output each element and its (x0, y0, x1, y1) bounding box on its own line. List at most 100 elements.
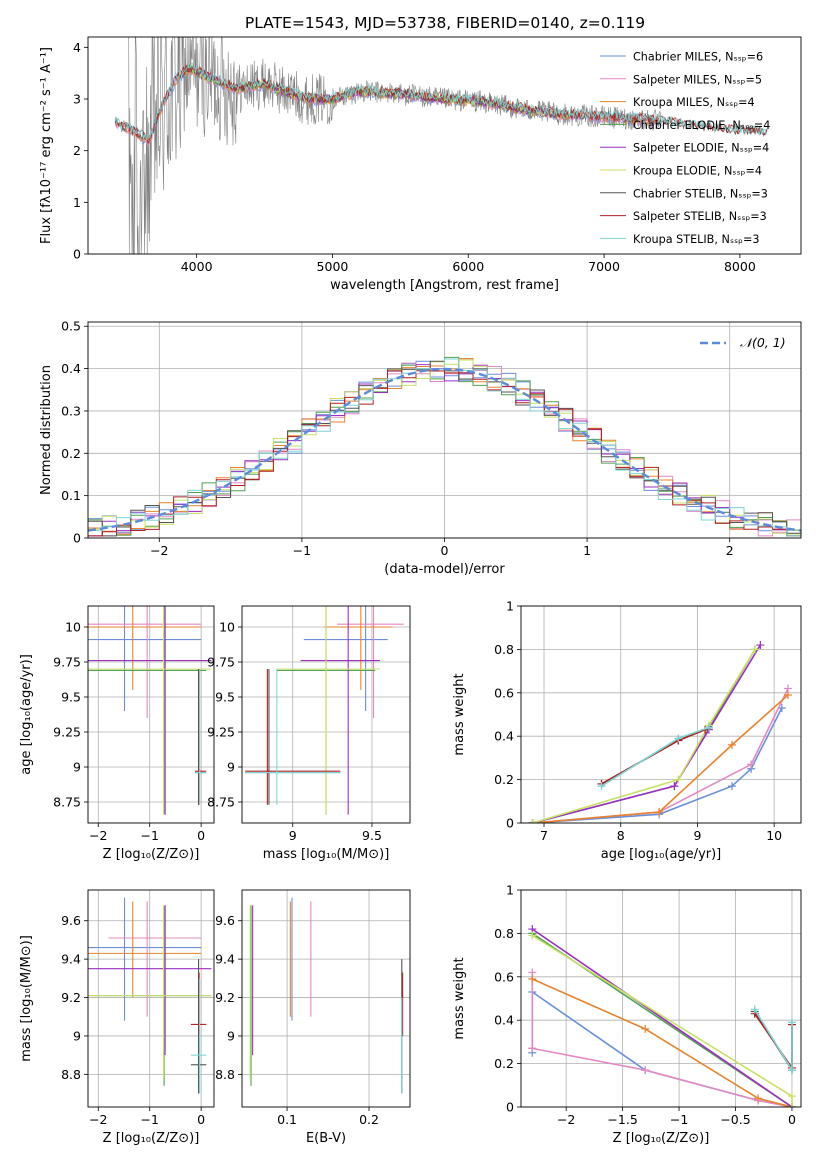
x-tick-label: 0.2 (359, 1112, 379, 1127)
weight-point (674, 734, 683, 743)
x-axis-label: wavelength [Angstrom, rest frame] (330, 278, 559, 293)
axes-frame (520, 605, 802, 824)
weight-line (531, 978, 793, 1107)
model-spectrum-line (114, 65, 768, 140)
weight-point (704, 723, 713, 732)
legend-label: Salpeter STELIB, Nₛₛₚ=3 (633, 210, 767, 223)
weight-point (787, 1103, 796, 1107)
x-tick-label: 0 (788, 1112, 796, 1127)
y-tick-label: 0.2 (61, 446, 81, 461)
legend-label: Salpeter MILES, Nₛₛₚ=5 (633, 73, 762, 86)
x-tick-label: 7000 (588, 259, 620, 274)
model-spectrum-line (114, 61, 768, 141)
weight-line (532, 648, 756, 823)
weight-point (783, 690, 792, 699)
x-tick-label: −1 (293, 543, 311, 558)
x-axis-label: Z [log₁₀(Z/Z⊙)] (103, 1131, 200, 1146)
axes-frame (241, 889, 411, 1108)
figure-title: PLATE=1543, MJD=53738, FIBERID=0140, z=0… (245, 14, 645, 32)
panel-age-vs-mass: 9 9.5 8.75 9 9.25 9.5 9.75 10 mass [log₁₀(M/M⊙)] (207, 605, 411, 862)
weight-point (727, 740, 736, 749)
y-tick-label: 9.4 (61, 952, 81, 967)
x-tick-label: −2 (89, 1112, 107, 1127)
y-tick-label: 9 (73, 760, 81, 775)
y-tick-label: 10 (65, 620, 81, 635)
y-tick-label: 9.75 (53, 655, 81, 670)
weight-point (641, 1024, 650, 1033)
y-tick-label: 9.25 (207, 725, 235, 740)
weight-point (787, 1018, 796, 1027)
y-tick-label: 0.5 (61, 319, 81, 334)
histogram-step-line (88, 370, 801, 537)
panel-spectrum: 4000 5000 6000 7000 8000 0 1 2 3 4 wavelength [Ang… (39, 36, 802, 293)
weight-point (528, 931, 537, 940)
panel-age-vs-Z: −2 −1 0 8.75 9 9.25 9.5 9.75 10 Z [log₁₀(Z/Z⊙)] ag… (19, 605, 215, 862)
weight-point (750, 645, 759, 654)
weight-point (597, 782, 606, 791)
y-tick-label: 4 (73, 40, 81, 55)
y-tick-label: 9 (227, 760, 235, 775)
y-tick-label: 0.8 (494, 926, 514, 941)
plot-area (245, 606, 404, 815)
y-tick-label: 0.2 (494, 1056, 514, 1071)
y-tick-label: 8.8 (61, 1067, 81, 1082)
weight-line (531, 928, 793, 1107)
y-tick-label: 3 (73, 92, 81, 107)
y-tick-label: 9.6 (61, 913, 81, 928)
weight-point (787, 1066, 796, 1075)
y-axis-label: age [log₁₀(age/yr)] (19, 654, 34, 775)
y-tick-label: 0 (73, 247, 81, 262)
plot-area (88, 606, 212, 815)
x-tick-label: 0 (441, 543, 449, 558)
grid (88, 606, 214, 823)
plot-area (88, 356, 801, 537)
y-axis-label: Flux [fλ10⁻¹⁷ erg cm⁻² s⁻¹ A⁻¹] (39, 47, 54, 244)
weight-point (670, 782, 679, 791)
x-tick-label: 4000 (181, 259, 213, 274)
x-tick-label: −1.5 (607, 1112, 637, 1127)
x-tick-label: 8000 (724, 259, 756, 274)
x-axis-label: age [log₁₀(age/yr)] (601, 847, 722, 862)
y-tick-label: 1 (506, 599, 514, 614)
y-tick-label: 0.8 (494, 642, 514, 657)
x-tick-label: 10 (766, 828, 782, 843)
x-tick-label: −1 (140, 828, 158, 843)
y-axis-label: Normed distribution (39, 365, 54, 495)
panel-mass-vs-Z: −2 −1 0 8.8 9 9.2 9.4 9.6 Z [log₁₀(Z/Z⊙)] mass [l… (19, 889, 215, 1146)
y-tick-label: 9 (73, 1028, 81, 1043)
weight-point (756, 641, 765, 650)
panel-weight-vs-age: 7 8 9 10 0 0.2 0.4 0.6 0.8 1 age [log₁₀(age/yr)] ma… (452, 599, 802, 862)
x-axis-label: (data-model)/error (384, 562, 505, 577)
y-tick-label: 9.5 (215, 690, 235, 705)
weight-point (674, 775, 683, 784)
weight-point (528, 1044, 537, 1053)
legend-label: Chabrier STELIB, Nₛₛₚ=3 (633, 187, 768, 200)
y-tick-label: 9.75 (207, 655, 235, 670)
weight-line (532, 644, 761, 823)
legend-label: Chabrier ELODIE, Nₛₛₚ=4 (633, 119, 770, 132)
x-tick-label: 0 (197, 828, 205, 843)
y-tick-label: 1 (73, 195, 81, 210)
weight-point (754, 1094, 763, 1103)
axes-frame (520, 889, 802, 1108)
y-tick-label: 0 (73, 531, 81, 546)
x-axis-label: Z [log₁₀(Z/Z⊙)] (103, 847, 200, 862)
legend: Chabrier MILES, Nₛₛₚ=6 Salpeter MILES, Nₛ… (600, 51, 770, 246)
x-tick-label: 2 (726, 543, 734, 558)
plot-area (528, 641, 792, 823)
legend-label: Kroupa ELODIE, Nₛₛₚ=4 (633, 165, 762, 178)
weight-line (531, 972, 793, 1107)
y-axis-label: mass [log₁₀(M/M⊙)] (19, 935, 34, 1062)
plot-area (88, 897, 212, 1094)
y-tick-label: 9.5 (61, 690, 81, 705)
x-tick-label: −2 (89, 828, 107, 843)
legend-label: Salpeter ELODIE, Nₛₛₚ=4 (633, 142, 769, 155)
y-tick-label: 0.2 (494, 772, 514, 787)
grid (242, 890, 410, 1107)
axes-frame (87, 889, 215, 1108)
y-tick-label: 9.25 (53, 725, 81, 740)
y-tick-label: 10 (219, 620, 235, 635)
y-tick-label: 0.3 (61, 403, 81, 418)
y-tick-label: 0 (506, 816, 514, 831)
